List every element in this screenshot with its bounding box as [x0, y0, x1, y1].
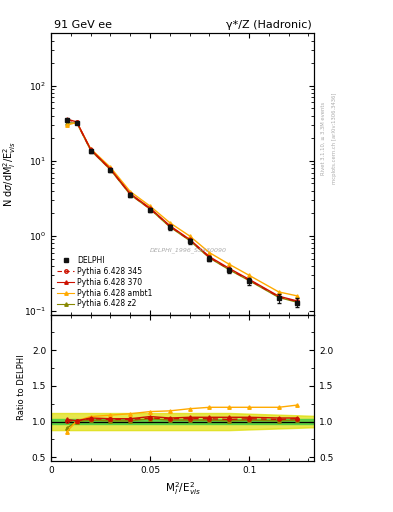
- Y-axis label: Ratio to DELPHI: Ratio to DELPHI: [17, 355, 26, 420]
- Text: γ*/Z (Hadronic): γ*/Z (Hadronic): [226, 20, 312, 31]
- Y-axis label: N d$\sigma$/dM$_l^2$/E$_{vis}^2$: N d$\sigma$/dM$_l^2$/E$_{vis}^2$: [2, 141, 18, 207]
- X-axis label: M$_l^2$/E$^2_{vis}$: M$_l^2$/E$^2_{vis}$: [165, 480, 201, 497]
- Legend: DELPHI, Pythia 6.428 345, Pythia 6.428 370, Pythia 6.428 ambt1, Pythia 6.428 z2: DELPHI, Pythia 6.428 345, Pythia 6.428 3…: [55, 253, 155, 311]
- Text: DELPHI_1996_S3430090: DELPHI_1996_S3430090: [149, 247, 226, 252]
- Text: mcplots.cern.ch [arXiv:1306.3436]: mcplots.cern.ch [arXiv:1306.3436]: [332, 93, 337, 184]
- Text: Rivet 3.1.10, ≥ 3.3M events: Rivet 3.1.10, ≥ 3.3M events: [320, 101, 325, 175]
- Text: 91 GeV ee: 91 GeV ee: [54, 20, 112, 31]
